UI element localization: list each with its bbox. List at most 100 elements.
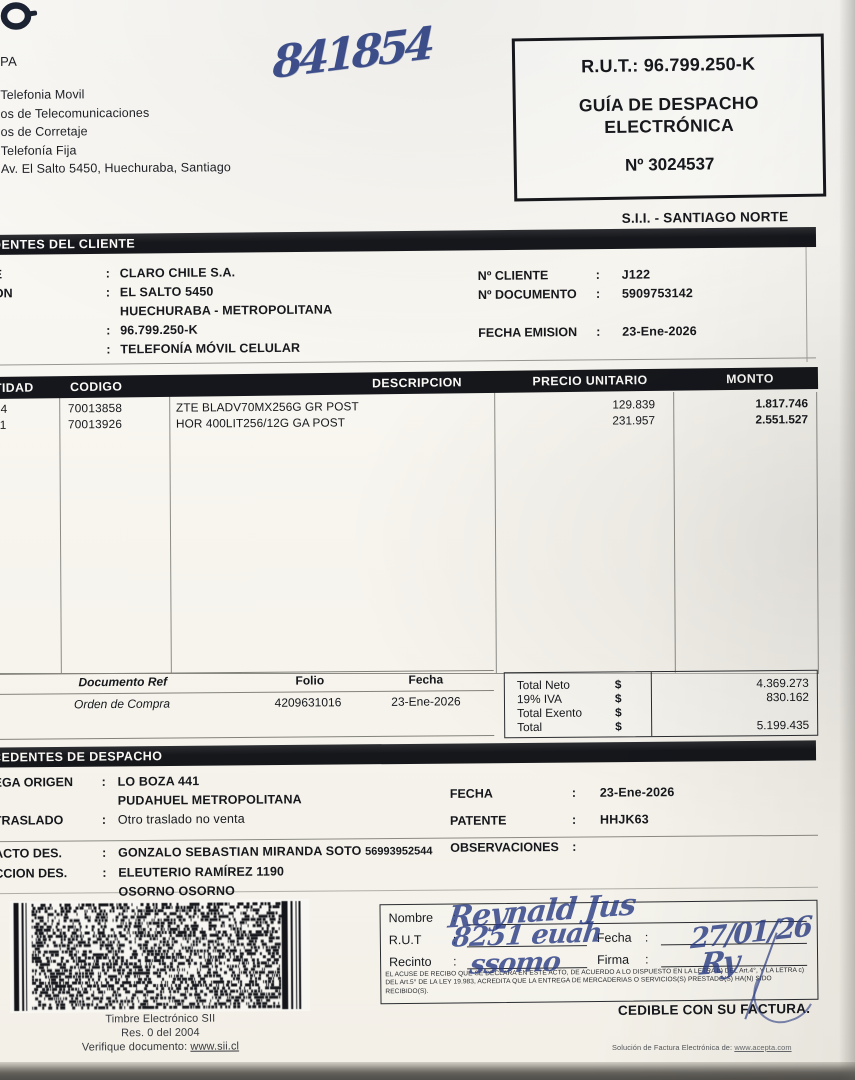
transfer-type-sep: :	[101, 812, 107, 827]
observaciones-row: OBSERVACIONES :	[450, 833, 675, 862]
contact-name: GONZALO SEBASTIAN MIRANDA SOTO	[118, 843, 362, 860]
client-box-right-edge	[805, 239, 808, 363]
ref-folio-value: 4209631016	[274, 695, 342, 710]
origin-warehouse-key: EGA ORIGEN	[0, 775, 74, 790]
document-type-line-2: ELECTRÓNICA	[604, 114, 735, 138]
patente-sep: :	[571, 812, 577, 827]
dispatch-date-key: FECHA	[449, 786, 493, 801]
receipt-firma-label: Firma	[597, 952, 630, 968]
transfer-type-value: Otro traslado no venta	[117, 811, 245, 827]
document-number-sep: :	[595, 286, 601, 301]
ref-fecha-value: 23-Ene-2026	[391, 694, 461, 709]
destination-city-row: OSORNO OSORNO	[0, 880, 433, 902]
sii-link[interactable]: www.sii.cl	[190, 1040, 240, 1053]
timbre-caption-3: Verifique documento: www.sii.cl	[10, 1039, 310, 1055]
item-descripcion: HOR 400LIT256/12G GA POST	[175, 415, 346, 431]
client-row-giro-key	[0, 340, 106, 360]
document-number-value: 5909753142	[621, 286, 694, 301]
item-monto: 2.551.527	[755, 412, 809, 427]
receipt-firma-colon: :	[645, 952, 649, 967]
receipt-fecha-label: Fecha	[596, 930, 632, 946]
origin-warehouse-value: LO BOZA 441	[117, 774, 200, 789]
column-header-cantidad: TIDAD	[0, 380, 34, 396]
sii-office-label: S.I.I. - SANTIAGO NORTE	[621, 209, 789, 226]
dispatch-details-left: EGA ORIGEN : LO BOZA 441 PUDAHUEL METROP…	[0, 770, 433, 902]
issue-date-value: 23-Ene-2026	[622, 324, 697, 339]
contact-phone: 56993952544	[365, 845, 433, 858]
client-row-giro-value: TELEFONÍA MÓVIL CELULAR	[120, 340, 301, 357]
total-currency: $	[615, 719, 622, 734]
patente-row: PATENTE : HHJK63	[450, 806, 675, 835]
client-details-left: E : CLARO CHILE S.A. ON : EL SALTO 5450 …	[0, 263, 333, 361]
receipt-rut-colon: :	[452, 932, 457, 947]
destination-city-value: OSORNO OSORNO	[118, 883, 236, 899]
scan-bottom-band	[0, 1062, 855, 1080]
dispatch-date-row: FECHA : 23-Ene-2026	[450, 779, 675, 808]
provider-footer: Solución de Factura Electrónica de: www.…	[612, 1043, 792, 1052]
total-neto-currency: $	[614, 677, 622, 692]
dispatch-date-sep: :	[571, 785, 577, 800]
issue-date-key: FECHA EMISION	[478, 325, 578, 340]
item-codigo: 70013858	[67, 400, 123, 416]
items-col-divider-3	[494, 391, 497, 675]
client-row-city-value: HUECHURABA - METROPOLITANA	[119, 302, 333, 319]
client-row-name-sep: :	[105, 266, 110, 281]
iva-currency: $	[614, 691, 622, 706]
acuse-recibo-box: Nombre : R.U.T : Fecha : Recinto : Firma…	[379, 899, 819, 1005]
ref-table-bottom-rule	[0, 735, 495, 740]
totals-box: Total Neto $ 4.369.273 19% IVA $ 830.162…	[503, 669, 819, 739]
pdf417-timbre-electronico	[9, 898, 311, 1014]
client-row-address-key: ON	[0, 286, 13, 301]
destination-address-sep: :	[102, 865, 107, 880]
contact-value-wrap: GONZALO SEBASTIAN MIRANDA SOTO 569939525…	[118, 841, 432, 863]
provider-prefix: Solución de Factura Electrónica de:	[612, 1043, 735, 1052]
client-row-address-value: EL SALTO 5450	[119, 284, 214, 300]
contact-sep: :	[102, 845, 107, 860]
issue-date-sep: :	[596, 324, 601, 339]
patente-key: PATENTE	[449, 813, 507, 828]
document-folio: Nº 3024537	[624, 154, 715, 175]
dispatch-date-value: 23-Ene-2026	[599, 785, 675, 800]
column-header-codigo: CODIGO	[69, 379, 123, 395]
company-line-5: Av. El Salto 5450, Huechuraba, Santiago	[0, 160, 231, 176]
table-row: Orden de Compra 4209631016 23-Ene-2026	[0, 694, 494, 714]
scan-edge-right	[839, 0, 855, 1080]
client-row-name-key: E	[0, 267, 3, 282]
client-number-key: Nº CLIENTE	[477, 268, 549, 283]
provider-link[interactable]: www.acepta.com	[734, 1043, 792, 1052]
observaciones-sep: :	[572, 839, 577, 854]
item-precio-unitario: 231.957	[612, 413, 656, 428]
claro-logo-icon	[0, 0, 40, 32]
document-number-key: Nº DOCUMENTO	[477, 287, 577, 302]
timbre-electronico-block: Timbre Electrónico SII Res. 0 del 2004 V…	[9, 898, 311, 1055]
client-row-name-value: CLARO CHILE S.A.	[119, 265, 236, 281]
contact-key: ACTO DES.	[0, 846, 63, 861]
receipt-recinto-colon: :	[453, 954, 457, 969]
iva-label: 19% IVA	[516, 691, 563, 707]
items-col-divider-1	[59, 391, 62, 675]
document-type: GUÍA DE DESPACHO ELECTRÓNICA	[516, 91, 823, 140]
reference-document-table: Documento Ref Folio Fecha Orden de Compr…	[0, 670, 495, 740]
receipt-rut-label: R.U.T	[388, 932, 422, 948]
total-label: Total	[517, 719, 543, 735]
receipt-nombre-colon: :	[452, 910, 457, 925]
client-row-address-sep: :	[105, 285, 111, 300]
reference-table-header-row: Documento Ref Folio Fecha	[0, 672, 494, 692]
items-table-body: 14 70013858 ZTE BLADV70MX256G GR POST 12…	[0, 391, 819, 675]
total-exento-value	[665, 704, 809, 705]
receipt-rut-line[interactable]	[466, 945, 587, 948]
client-number-value: J122	[621, 267, 651, 282]
receipt-fecha-line[interactable]	[660, 942, 807, 946]
client-row-rut-key	[0, 321, 106, 341]
receipt-fecha-colon: :	[644, 930, 649, 945]
client-row-rut-value: 96.799.250-K	[120, 322, 198, 338]
client-row-giro: : TELEFONÍA MÓVIL CELULAR	[0, 339, 333, 361]
item-precio-unitario: 129.839	[612, 397, 656, 412]
client-right-spacer	[478, 303, 697, 324]
contact-row: ACTO DES. : GONZALO SEBASTIAN MIRANDA SO…	[0, 841, 433, 864]
client-row-city: HUECHURABA - METROPOLITANA	[0, 301, 332, 323]
destination-address-key: CCION DES.	[0, 866, 68, 881]
origin-city-value: PUDAHUEL METROPOLITANA	[117, 792, 302, 808]
cedible-notice: CEDIBLE CON SU FACTURA.	[617, 1000, 811, 1019]
dispatch-details-right: FECHA : 23-Ene-2026 PATENTE : HHJK63 OBS…	[450, 779, 675, 862]
